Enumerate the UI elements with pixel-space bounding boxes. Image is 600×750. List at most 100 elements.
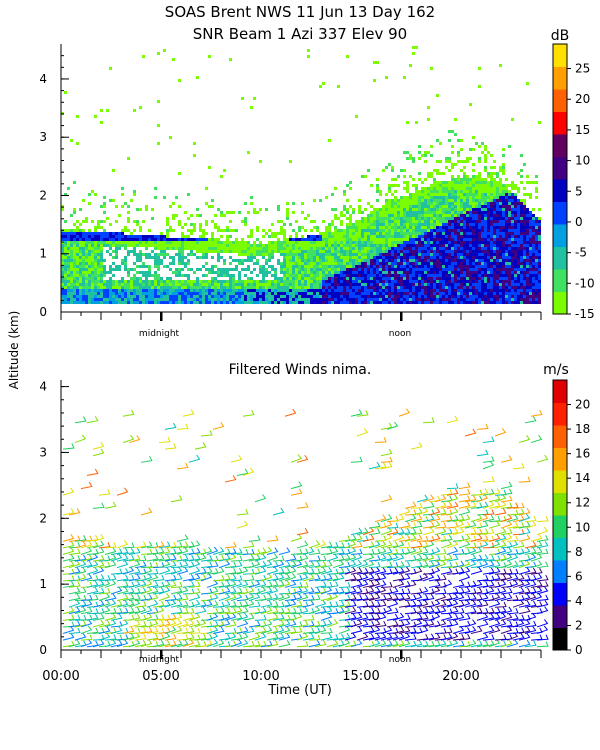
snr-cell	[421, 265, 424, 268]
snr-cell	[316, 238, 319, 241]
snr-cell	[274, 241, 277, 244]
snr-cell	[472, 247, 475, 250]
snr-cell	[499, 259, 502, 262]
snr-cell	[70, 241, 73, 244]
snr-cell	[367, 265, 370, 268]
snr-colorbar-swatch	[553, 291, 567, 315]
snr-cell	[403, 265, 406, 268]
snr-cell	[343, 244, 346, 247]
snr-cell	[451, 196, 454, 199]
snr-cell	[469, 157, 472, 160]
snr-cell	[280, 265, 283, 268]
snr-cell	[157, 238, 160, 241]
snr-cell	[331, 259, 334, 262]
snr-cell	[481, 253, 484, 256]
snr-cell	[448, 253, 451, 256]
snr-cell	[469, 247, 472, 250]
snr-cell	[106, 289, 109, 292]
snr-cell	[430, 214, 433, 217]
snr-cell	[316, 262, 319, 265]
snr-cell	[229, 298, 232, 301]
snr-cell	[484, 208, 487, 211]
snr-cell	[418, 286, 421, 289]
snr-cell	[73, 229, 76, 232]
snr-cell	[154, 196, 157, 199]
snr-cell	[220, 250, 223, 253]
snr-cell	[76, 280, 79, 283]
snr-cell	[190, 253, 193, 256]
snr-cell	[319, 277, 322, 280]
snr-cell	[391, 289, 394, 292]
snr-cell	[523, 298, 526, 301]
snr-cell	[79, 241, 82, 244]
snr-cell	[397, 208, 400, 211]
snr-cell	[70, 265, 73, 268]
snr-cell	[379, 214, 382, 217]
snr-cell	[322, 301, 325, 304]
snr-cell	[286, 265, 289, 268]
snr-cell	[70, 214, 73, 217]
snr-cell	[487, 181, 490, 184]
snr-cell	[223, 262, 226, 265]
snr-cell	[295, 250, 298, 253]
snr-cell	[469, 262, 472, 265]
snr-cell	[448, 226, 451, 229]
snr-cell	[73, 253, 76, 256]
snr-cell	[475, 253, 478, 256]
snr-cell	[403, 169, 406, 172]
snr-cell	[376, 268, 379, 271]
snr-cell	[463, 190, 466, 193]
snr-cell	[187, 217, 190, 220]
snr-cell	[298, 268, 301, 271]
snr-cell	[403, 250, 406, 253]
snr-cell	[424, 280, 427, 283]
snr-cell	[502, 184, 505, 187]
snr-cell	[454, 244, 457, 247]
snr-cell	[394, 205, 397, 208]
snr-cell	[85, 301, 88, 304]
snr-cell	[517, 271, 520, 274]
snr-cell	[394, 250, 397, 253]
snr-cell	[379, 256, 382, 259]
snr-cell	[382, 223, 385, 226]
snr-cell	[364, 250, 367, 253]
snr-cell	[535, 229, 538, 232]
snr-cell	[439, 220, 442, 223]
snr-cell	[97, 232, 100, 235]
snr-cell	[400, 232, 403, 235]
snr-cell	[484, 178, 487, 181]
snr-cell	[61, 235, 64, 238]
snr-cell	[334, 292, 337, 295]
snr-cell	[253, 292, 256, 295]
snr-cell	[169, 247, 172, 250]
snr-cell	[442, 211, 445, 214]
snr-cell	[493, 205, 496, 208]
snr-cell	[367, 214, 370, 217]
snr-cell	[388, 268, 391, 271]
snr-cell	[409, 286, 412, 289]
snr-cell	[457, 175, 460, 178]
snr-cell	[535, 226, 538, 229]
snr-cell	[436, 289, 439, 292]
snr-cell	[472, 298, 475, 301]
snr-cell	[457, 178, 460, 181]
snr-cell	[106, 250, 109, 253]
snr-cell	[388, 250, 391, 253]
snr-cell	[373, 232, 376, 235]
snr-cell	[358, 199, 361, 202]
snr-cell	[79, 244, 82, 247]
snr-cell	[325, 289, 328, 292]
snr-cell	[298, 226, 301, 229]
snr-cell	[508, 262, 511, 265]
snr-cell	[490, 199, 493, 202]
snr-cell	[472, 148, 475, 151]
snr-cell	[391, 166, 394, 169]
snr-cell	[355, 226, 358, 229]
snr-cell	[493, 208, 496, 211]
snr-cell	[532, 235, 535, 238]
snr-cell	[82, 253, 85, 256]
snr-cell	[61, 232, 64, 235]
snr-cell	[382, 208, 385, 211]
wind-barb	[62, 575, 75, 582]
snr-cell	[73, 283, 76, 286]
